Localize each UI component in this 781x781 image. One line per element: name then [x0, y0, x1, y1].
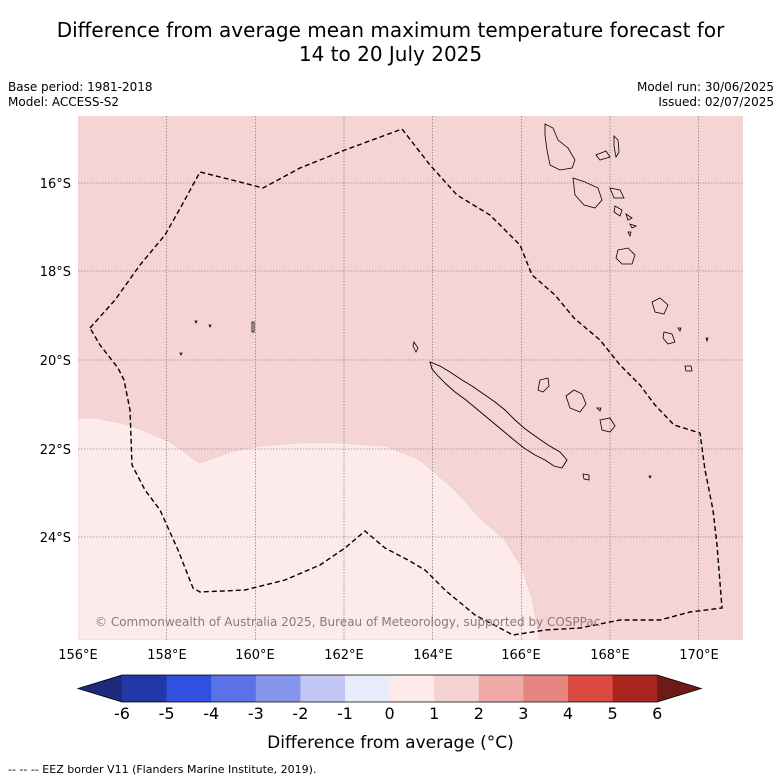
lon-label: 168°E [590, 648, 630, 663]
colorbar-outline [76, 674, 703, 703]
espiritu-santo [544, 123, 576, 171]
lon-label: 166°E [501, 648, 541, 663]
ouvea-island [537, 377, 550, 393]
colorbar-segment [255, 675, 301, 702]
colorbar-segment [122, 675, 168, 702]
colorbar-segment [434, 675, 480, 702]
shepherd-islands [625, 213, 638, 229]
tiny-island [596, 407, 602, 412]
colorbar-segment [300, 675, 346, 702]
isle-of-pines [582, 473, 590, 481]
colorbar-tick-label: -1 [337, 704, 353, 723]
colorbar-tick-label: 0 [385, 704, 395, 723]
eez-footnote: -- -- -- EEZ border V11 (Flanders Marine… [8, 763, 317, 776]
eez-border [89, 128, 723, 636]
base-period-text: Base period: 1981-2018 [8, 80, 153, 94]
efate [615, 247, 636, 265]
small-islet-1 [677, 327, 682, 332]
epi [613, 205, 623, 217]
mare-island [599, 417, 616, 433]
reef-dot-1 [194, 320, 198, 324]
colorbar-title: Difference from average (°C) [267, 733, 514, 753]
anomaly-region-0-to-1 [78, 417, 541, 640]
colorbar-tick-label: -6 [114, 704, 130, 723]
colorbar-tick-label: 3 [518, 704, 528, 723]
colorbar-segment [166, 675, 212, 702]
malakula [572, 177, 603, 209]
lat-labels: 16°S 18°S 20°S 22°S 24°S [40, 177, 71, 546]
tanna [662, 331, 676, 345]
colorbar-tick-label: -2 [292, 704, 308, 723]
lat-label: 18°S [40, 265, 71, 280]
model-text: Model: ACCESS-S2 [8, 95, 120, 109]
lon-label: 162°E [324, 648, 364, 663]
lon-label: 164°E [413, 648, 453, 663]
title-line-2: 14 to 20 July 2025 [298, 42, 483, 66]
aneityum [684, 365, 693, 372]
colorbar-segment [478, 675, 524, 702]
colorbar-ticks: -6 -5 -4 -3 -2 -1 0 1 2 3 4 5 6 [114, 704, 662, 723]
small-islet-4 [627, 231, 632, 238]
meta-right: Model run: 30/06/2025 Issued: 02/07/2025 [637, 80, 774, 110]
chesterfield-reef [251, 321, 255, 333]
colorbar-tick-label: 4 [563, 704, 573, 723]
colorbar-segment [523, 675, 569, 702]
lon-label: 156°E [58, 648, 98, 663]
colorbar-segment [211, 675, 257, 702]
lon-label: 160°E [235, 648, 275, 663]
lon-labels: 156°E 158°E 160°E 162°E 164°E 166°E 168°… [58, 648, 719, 663]
belep-islands [412, 341, 419, 353]
title-line-1: Difference from average mean maximum tem… [56, 18, 725, 42]
lat-label: 16°S [40, 177, 71, 192]
ambae [595, 150, 611, 161]
small-islet-3 [648, 475, 652, 479]
colorbar-tick-label: -5 [159, 704, 175, 723]
lat-label: 24°S [40, 531, 71, 546]
colorbar-tick-label: 6 [652, 704, 662, 723]
colorbar-segment [612, 675, 658, 702]
pentecost [609, 187, 625, 199]
maewo [613, 135, 620, 159]
lat-label: 22°S [40, 443, 71, 458]
colorbar [76, 674, 703, 703]
copyright-notice: © Commonwealth of Australia 2025, Bureau… [95, 615, 600, 629]
lon-label: 170°E [679, 648, 719, 663]
colorbar-over-triangle [657, 675, 702, 702]
issued-text: Issued: 02/07/2025 [658, 95, 774, 109]
colorbar-tick-label: -4 [203, 704, 219, 723]
gridlines [78, 116, 743, 640]
colorbar-tick-label: -3 [248, 704, 264, 723]
reef-dot-2 [208, 324, 212, 328]
lifou-island [565, 389, 587, 413]
meta-left: Base period: 1981-2018 Model: ACCESS-S2 [8, 80, 153, 110]
reef-dot-3 [179, 352, 183, 356]
model-run-text: Model run: 30/06/2025 [636, 80, 774, 94]
erromango [651, 297, 669, 315]
lon-label: 158°E [147, 648, 187, 663]
colorbar-segment [568, 675, 614, 702]
colorbar-tick-label: 1 [429, 704, 439, 723]
colorbar-tick-label: 5 [608, 704, 618, 723]
colorbar-segment [345, 675, 391, 702]
colorbar-tick-label: 2 [474, 704, 484, 723]
new-caledonia-coastline [429, 361, 568, 469]
small-islet-2 [705, 337, 709, 343]
chart-title: Difference from average mean maximum tem… [0, 18, 781, 66]
lat-label: 20°S [40, 354, 71, 369]
colorbar-under-triangle [78, 675, 122, 702]
colorbar-segment [389, 675, 435, 702]
